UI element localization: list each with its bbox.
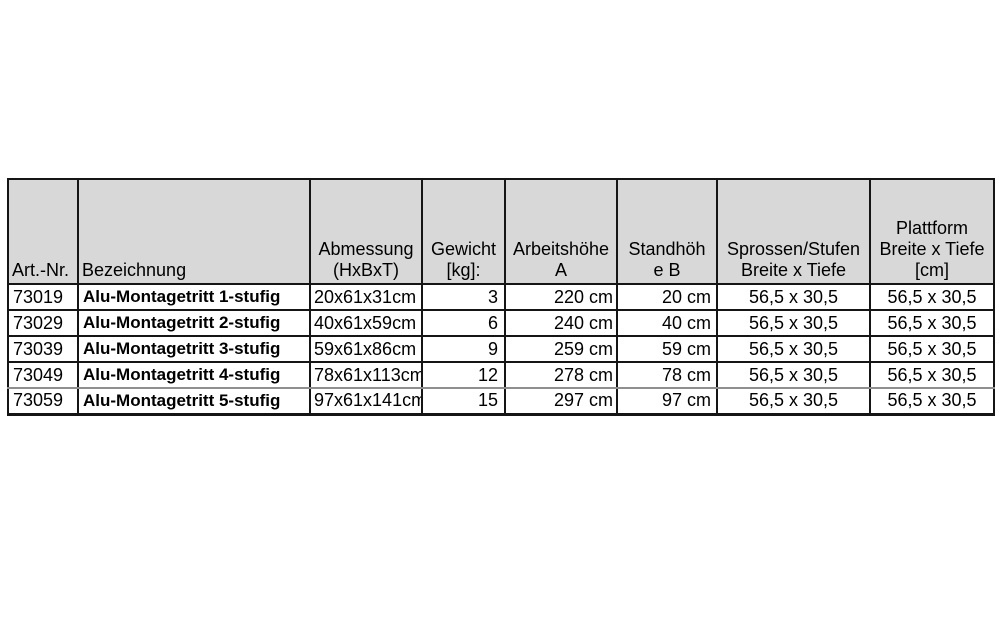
cell-bezeichnung: Alu-Montagetritt 5-stufig <box>77 387 311 416</box>
header-sprossen-stufen: Sprossen/Stufen Breite x Tiefe <box>716 178 871 285</box>
cell-bezeichnung: Alu-Montagetritt 4-stufig <box>77 361 311 389</box>
cell-sprossen-stufen: 56,5 x 30,5 <box>716 335 871 363</box>
cell-abmessung: 20x61x31cm <box>309 283 423 311</box>
cell-abmessung: 40x61x59cm <box>309 309 423 337</box>
table-row: 73059 Alu-Montagetritt 5-stufig 97x61x14… <box>7 387 995 416</box>
cell-abmessung: 59x61x86cm <box>309 335 423 363</box>
cell-art-nr: 73019 <box>7 283 79 311</box>
cell-gewicht: 15 <box>421 387 506 416</box>
cell-bezeichnung: Alu-Montagetritt 1-stufig <box>77 283 311 311</box>
cell-arbeitshoehe: 220 cm <box>504 283 618 311</box>
cell-sprossen-stufen: 56,5 x 30,5 <box>716 283 871 311</box>
cell-sprossen-stufen: 56,5 x 30,5 <box>716 387 871 416</box>
cell-standhoehe: 59 cm <box>616 335 718 363</box>
cell-standhoehe: 78 cm <box>616 361 718 389</box>
cell-art-nr: 73029 <box>7 309 79 337</box>
cell-plattform: 56,5 x 30,5 <box>869 283 995 311</box>
cell-abmessung: 78x61x113cm <box>309 361 423 389</box>
header-art-nr: Art.-Nr. <box>7 178 79 285</box>
table-row: 73049 Alu-Montagetritt 4-stufig 78x61x11… <box>7 361 995 389</box>
header-gewicht: Gewicht [kg]: <box>421 178 506 285</box>
cell-bezeichnung: Alu-Montagetritt 3-stufig <box>77 335 311 363</box>
table-row: 73019 Alu-Montagetritt 1-stufig 20x61x31… <box>7 283 995 311</box>
cell-sprossen-stufen: 56,5 x 30,5 <box>716 309 871 337</box>
header-abmessung: Abmessung (HxBxT) <box>309 178 423 285</box>
cell-plattform: 56,5 x 30,5 <box>869 387 995 416</box>
header-plattform: Plattform Breite x Tiefe [cm] <box>869 178 995 285</box>
header-standhoehe: Standhöh e B <box>616 178 718 285</box>
cell-plattform: 56,5 x 30,5 <box>869 335 995 363</box>
cell-plattform: 56,5 x 30,5 <box>869 361 995 389</box>
cell-arbeitshoehe: 278 cm <box>504 361 618 389</box>
cell-art-nr: 73039 <box>7 335 79 363</box>
cell-sprossen-stufen: 56,5 x 30,5 <box>716 361 871 389</box>
cell-gewicht: 3 <box>421 283 506 311</box>
cell-plattform: 56,5 x 30,5 <box>869 309 995 337</box>
cell-art-nr: 73049 <box>7 361 79 389</box>
table-row: 73039 Alu-Montagetritt 3-stufig 59x61x86… <box>7 335 995 363</box>
cell-arbeitshoehe: 240 cm <box>504 309 618 337</box>
header-arbeitshoehe: Arbeitshöhe A <box>504 178 618 285</box>
cell-gewicht: 6 <box>421 309 506 337</box>
cell-arbeitshoehe: 297 cm <box>504 387 618 416</box>
cell-gewicht: 12 <box>421 361 506 389</box>
cell-arbeitshoehe: 259 cm <box>504 335 618 363</box>
table-header-row: Art.-Nr. Bezeichnung Abmessung (HxBxT) G… <box>7 178 995 285</box>
cell-gewicht: 9 <box>421 335 506 363</box>
header-bezeichnung: Bezeichnung <box>77 178 311 285</box>
product-spec-table: Art.-Nr. Bezeichnung Abmessung (HxBxT) G… <box>7 178 995 416</box>
cell-art-nr: 73059 <box>7 387 79 416</box>
table-row: 73029 Alu-Montagetritt 2-stufig 40x61x59… <box>7 309 995 337</box>
cell-standhoehe: 40 cm <box>616 309 718 337</box>
cell-standhoehe: 97 cm <box>616 387 718 416</box>
cell-abmessung: 97x61x141cm <box>309 387 423 416</box>
cell-standhoehe: 20 cm <box>616 283 718 311</box>
cell-bezeichnung: Alu-Montagetritt 2-stufig <box>77 309 311 337</box>
